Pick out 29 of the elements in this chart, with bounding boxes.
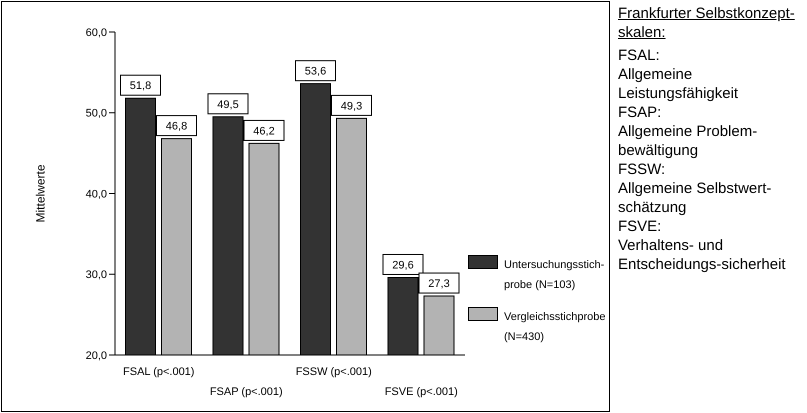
y-tick-label: 40,0 <box>86 188 107 200</box>
y-tick-label: 60,0 <box>86 26 107 39</box>
legend-label: Untersuchungsstich-probe (N=103) <box>504 258 604 293</box>
legend-label: Vergleichsstichprobe (N=430) <box>504 310 606 345</box>
text: Allgemeine Leistungsfähigkeit <box>618 65 740 103</box>
text: FSVE: <box>618 217 662 236</box>
x-tick-label: FSVE (p<.001) <box>384 386 458 398</box>
data-label: 53,6 <box>304 66 326 78</box>
x-tick-label: FSAP (p<.001) <box>210 386 283 398</box>
text: Allgemeine Selbstwert-schätzung <box>618 179 772 217</box>
y-axis-title: Mittelwerte <box>33 164 48 223</box>
data-label: 46,2 <box>253 125 275 138</box>
text: FSAP: <box>618 103 662 122</box>
text: Verhaltens- und Entscheidungs-sicherheit <box>618 236 787 274</box>
text: FSSW: <box>618 160 666 179</box>
text: Allgemeine Problem-bewältigung <box>618 122 758 160</box>
data-label: 46,8 <box>166 120 188 133</box>
data-label: 27,3 <box>428 278 450 290</box>
x-tick-label: FSSW (p<.001) <box>296 366 372 378</box>
data-label: 49,3 <box>340 100 362 112</box>
x-tick-label: FSAL (p<.001) <box>123 366 194 378</box>
data-label: 51,8 <box>130 80 152 92</box>
y-tick-label: 50,0 <box>86 108 107 120</box>
text: FSAL: <box>618 46 661 65</box>
y-tick-label: 20,0 <box>86 350 107 362</box>
y-tick-label: 30,0 <box>86 269 107 282</box>
data-label: 49,5 <box>217 98 239 111</box>
data-label: 29,6 <box>392 259 414 272</box>
text: Frankfurter Selbstkonzept-skalen: <box>618 4 796 42</box>
